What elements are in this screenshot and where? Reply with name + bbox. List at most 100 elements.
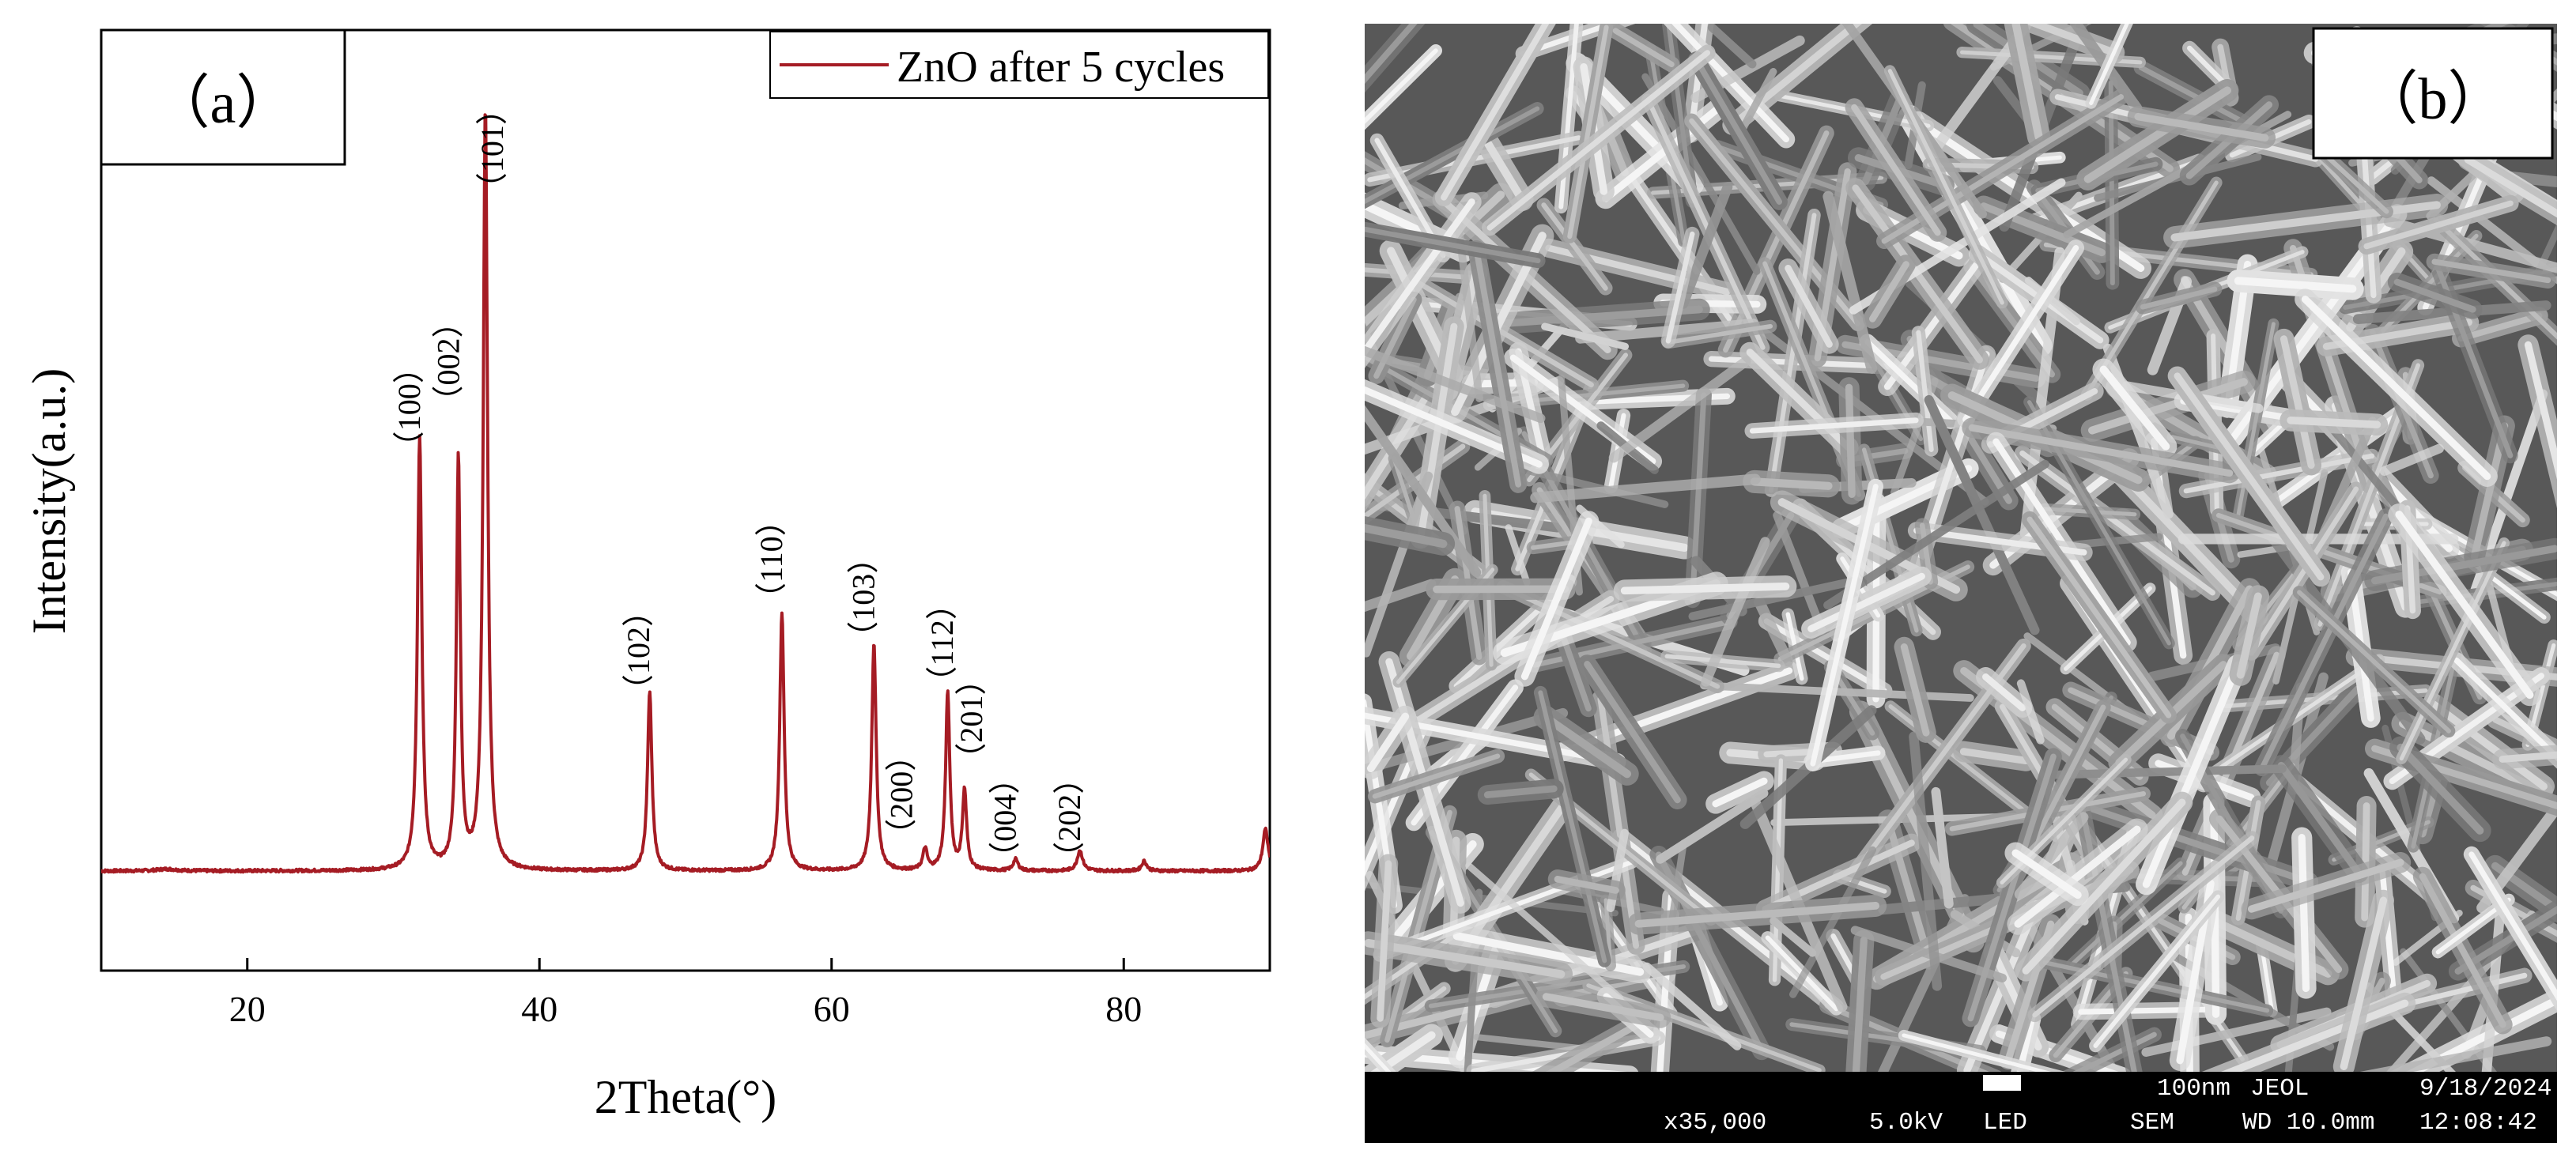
nanorod-highlight [1900,643,1930,737]
nanorod [1365,579,1437,613]
nanorod-highlight [2069,861,2183,967]
nanorod-highlight [1845,383,1856,498]
nanorod-highlight [1541,202,1608,291]
nanorod-highlight [1584,661,1681,804]
nanorod-highlight [2277,761,2363,877]
peak-label: （110） [754,504,789,614]
nanorod-highlight [1373,296,1417,379]
nanorod-highlight [1962,245,2079,423]
sem-brand: JEOL [2250,1075,2309,1103]
nanorod [1465,862,1624,1002]
nanorod-highlight [1538,690,1607,963]
nanorod-highlight [2134,112,2269,142]
nanorod-highlight [2279,335,2315,469]
panel-label-a: （a） [152,71,295,136]
sem-mode: SEM [2130,1109,2174,1137]
nanorod [2014,812,2089,899]
nanorod-highlight [1501,584,1720,689]
legend-label: ZnO after 5 cycles [897,43,1225,92]
nanorod-highlight [2464,156,2557,218]
nanorod-highlight [2297,590,2452,733]
nanorod-highlight [1620,583,1790,595]
nanorod-highlight [2011,24,2043,141]
nanorod-highlight [2083,86,2231,183]
panel-label-box-a [100,28,346,166]
nanorod-highlight [2340,896,2388,1071]
nanorod-highlight [1473,246,1522,488]
peak-label: （002） [431,307,466,417]
nanorod [2048,764,2287,779]
sem-voltage: 5.0kV [1869,1109,1943,1137]
x-tick-label: 40 [521,989,557,1029]
nanorod [1365,471,1433,658]
nanorod-highlight [2419,873,2506,1028]
nanorod-highlight [1365,523,1448,549]
nanorod-highlight [1810,484,1879,767]
nanorod-highlight [1769,213,1817,493]
nanorod-highlight [1869,261,1909,322]
nanorod-highlight [2032,835,2255,1018]
nanorod [1788,846,1877,998]
nanorod-highlight [2397,743,2484,835]
nanorod [1517,465,1669,508]
nanorod [1909,731,1943,991]
nanorod-highlight [1567,25,1609,239]
nanorod [1822,190,1878,374]
nanorod-highlight [2457,312,2543,342]
nanorod-highlight [2433,217,2557,340]
nanorod-highlight [2093,894,2221,1048]
peak-label: （103） [845,542,881,653]
nanorod-highlight [2454,906,2557,975]
nanorod-highlight [2395,511,2534,700]
nanorod-highlight [1851,104,1941,236]
nanorod [1701,537,1770,687]
nanorod-highlight [2301,295,2491,481]
peak-label: （112） [924,588,960,698]
nanorod-highlight [1486,50,1710,231]
x-axis-ticks: 20 40 60 80 [229,958,1142,1029]
nanorod-highlight [1916,330,1934,452]
nanorod-highlight [2393,278,2476,313]
sem-micrograph: 100nm JEOL 9/18/2024 x35,000 5.0kV LED S… [1365,24,2557,1143]
chart-marks [101,113,1270,874]
nanorod-highlight [1493,305,1703,328]
nanorod-highlight [2361,802,2370,922]
nanorod-highlight [2429,700,2548,790]
nanorod-highlight [2235,322,2276,522]
peak-label: （201） [954,664,989,775]
nanorod [1541,322,1630,350]
sem-magnification: x35,000 [1664,1109,1766,1137]
nanorod-highlight [1750,477,1833,490]
x-tick-label: 80 [1105,989,1142,1029]
nanorod [1365,345,1546,424]
nanorod-highlight [2236,592,2262,679]
nanorod-highlight [2140,286,2218,310]
nanorod-highlight [2468,851,2557,1001]
nanorod-highlight [2363,200,2514,250]
nanorod [2069,24,2143,114]
nanorod-highlight [2142,661,2242,888]
nanorod-highlight [2019,450,2215,596]
nanorod [1505,524,1531,586]
nanorod [1823,459,2049,609]
nanorod-highlight [2298,833,2310,993]
nanorod-highlight [2011,849,2082,899]
plot-frame [100,28,1271,972]
nanorod-highlight [1554,876,1619,894]
nanorod-highlight [1852,936,1868,1072]
nanorod [2024,277,2080,326]
nanorod-highlight [1762,839,1915,913]
nanorod [1688,576,1860,621]
nanorod-highlight [1372,753,1501,799]
nanorod-highlight [1365,1043,1392,1072]
nanorod [1656,789,1769,864]
nanorod-highlight [1542,993,1664,1022]
sem-date: 9/18/2024 [2419,1075,2551,1103]
sem-info-bar [1365,1072,2557,1143]
nanorod-highlight [1612,28,1675,67]
nanorod [1365,707,1569,775]
panel-label-box-b [2312,27,2554,160]
nanorod-highlight [1665,323,1773,345]
nanorod-highlight [1586,983,1822,1072]
